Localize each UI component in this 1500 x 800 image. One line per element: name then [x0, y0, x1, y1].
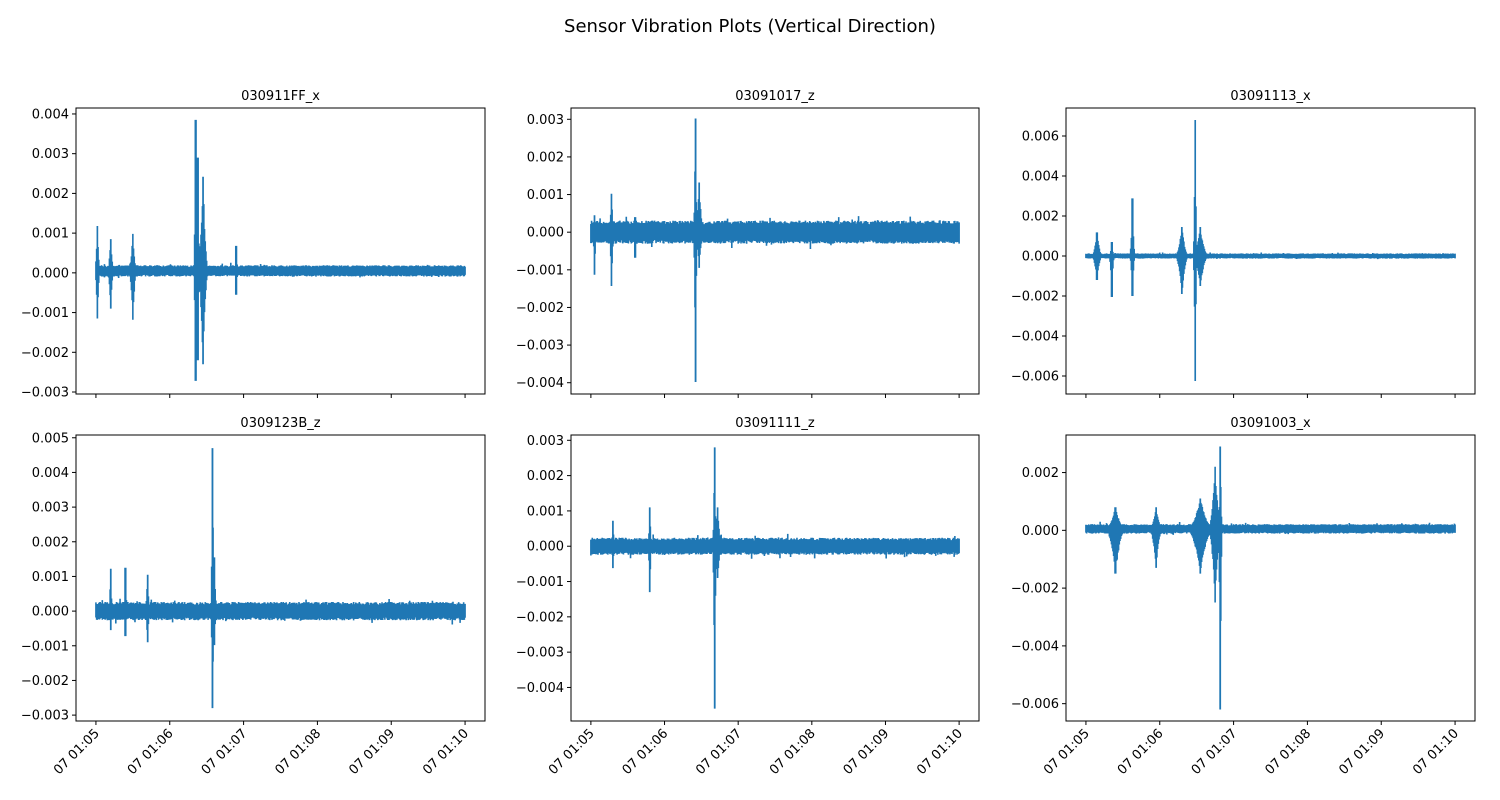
y-tick-label: −0.003 — [21, 709, 69, 724]
x-tick-label: 07 01:09 — [346, 726, 398, 778]
y-tick-label: −0.004 — [1011, 639, 1059, 654]
x-tick-label: 07 01:08 — [1263, 726, 1315, 778]
y-tick-label: 0.001 — [527, 504, 564, 519]
y-tick-label: 0.003 — [32, 147, 69, 162]
y-tick-label: −0.001 — [516, 263, 564, 278]
y-tick-label: 0.001 — [32, 227, 69, 242]
x-tick-label: 07 01:06 — [1115, 726, 1167, 778]
x-tick-label: 07 01:09 — [841, 726, 893, 778]
y-tick-label: 0.001 — [32, 570, 69, 585]
x-tick-label: 07 01:05 — [1041, 726, 1093, 778]
signal-series-line — [1085, 446, 1456, 710]
signal-series-line — [95, 448, 466, 709]
y-tick-label: 0.003 — [527, 434, 564, 449]
y-tick-label: 0.002 — [32, 187, 69, 202]
y-tick-label: 0.003 — [32, 501, 69, 516]
y-tick-label: −0.002 — [1011, 582, 1059, 597]
y-tick-label: 0.000 — [527, 540, 564, 555]
y-tick-label: 0.000 — [527, 226, 564, 241]
y-tick-label: −0.006 — [1011, 370, 1059, 385]
x-tick-label: 07 01:08 — [767, 726, 819, 778]
y-tick-label: −0.006 — [1011, 697, 1059, 712]
axes-frame — [1065, 434, 1476, 722]
axes-frame — [1065, 107, 1476, 395]
y-tick-label: 0.004 — [32, 466, 69, 481]
x-tick-label: 07 01:05 — [51, 726, 103, 778]
y-tick-label: −0.004 — [1011, 330, 1059, 345]
subplot-4: 0309123B_z −0.003 −0.002 −0.001 0.000 0.001 0.… — [21, 416, 486, 778]
y-tick-label: −0.004 — [516, 376, 564, 391]
y-tick-label: 0.006 — [1022, 130, 1059, 145]
x-tick-label: 07 01:08 — [273, 726, 325, 778]
y-tick-label: −0.001 — [516, 575, 564, 590]
y-tick-label: 0.000 — [1022, 250, 1059, 265]
y-tick-label: −0.003 — [516, 339, 564, 354]
y-tick-label: −0.002 — [516, 610, 564, 625]
x-tick-label: 07 01:07 — [693, 726, 745, 778]
y-tick-label: −0.001 — [21, 639, 69, 654]
y-tick-label: 0.005 — [32, 431, 69, 446]
subplot-title: 0309123B_z — [240, 416, 320, 431]
subplot-title: 03091003_x — [1230, 416, 1311, 431]
signal-series-line — [590, 447, 960, 709]
y-tick-label: −0.003 — [516, 646, 564, 661]
subplot-5: 03091111_z −0.004 −0.003 −0.002 −0.001 0.000 0… — [516, 416, 980, 778]
y-tick-label: 0.004 — [32, 107, 69, 122]
y-tick-label: 0.002 — [32, 535, 69, 550]
x-tick-label: 07 01:07 — [1189, 726, 1241, 778]
y-tick-label: −0.004 — [516, 681, 564, 696]
y-tick-label: 0.002 — [1022, 466, 1059, 481]
x-tick-label: 07 01:09 — [1336, 726, 1388, 778]
signal-series-line — [95, 119, 466, 381]
y-tick-label: 0.001 — [527, 188, 564, 203]
y-tick-label: 0.000 — [32, 266, 69, 281]
x-tick-label: 07 01:07 — [199, 726, 251, 778]
y-tick-label: 0.000 — [1022, 524, 1059, 539]
x-tick-label: 07 01:05 — [546, 726, 598, 778]
subplot-title: 03091113_x — [1230, 89, 1311, 104]
signal-series-line — [590, 118, 960, 382]
y-tick-label: 0.002 — [527, 469, 564, 484]
subplot-grid: 030911FF_x −0.003 −0.002 −0.001 0.000 0.001 0.… — [21, 89, 1476, 778]
x-tick-label: 07 01:06 — [620, 726, 672, 778]
axes-frame — [570, 434, 980, 722]
axes-frame — [75, 434, 486, 722]
y-tick-label: −0.002 — [21, 346, 69, 361]
y-tick-label: 0.002 — [1022, 210, 1059, 225]
axes-frame — [75, 107, 486, 395]
subplot-title: 03091017_z — [735, 89, 815, 104]
x-tick-label: 07 01:06 — [125, 726, 177, 778]
axes-frame — [570, 107, 980, 395]
y-tick-label: −0.002 — [516, 301, 564, 316]
y-tick-label: −0.002 — [1011, 290, 1059, 305]
subplot-title: 030911FF_x — [241, 89, 320, 104]
subplot-1: 030911FF_x −0.003 −0.002 −0.001 0.000 0.001 0.… — [21, 89, 486, 401]
y-tick-label: 0.000 — [32, 605, 69, 620]
y-tick-label: 0.003 — [527, 113, 564, 128]
x-tick-label: 07 01:10 — [914, 726, 966, 778]
y-tick-label: −0.001 — [21, 306, 69, 321]
signal-series-line — [1085, 120, 1456, 381]
x-tick-label: 07 01:10 — [420, 726, 472, 778]
x-tick-label: 07 01:10 — [1410, 726, 1462, 778]
subplot-2: 03091017_z −0.004 −0.003 −0.002 −0.001 0.000 0… — [516, 89, 980, 398]
subplot-3: 03091113_x −0.006 −0.004 −0.002 0.000 0.002 0.… — [1011, 89, 1476, 398]
subplot-title: 03091111_z — [735, 416, 815, 431]
figure-title: Sensor Vibration Plots (Vertical Directi… — [564, 16, 936, 37]
y-tick-label: 0.002 — [527, 150, 564, 165]
y-tick-label: 0.004 — [1022, 170, 1059, 185]
subplot-6: 03091003_x −0.006 −0.004 −0.002 0.000 0.002 07… — [1011, 416, 1476, 778]
y-tick-label: −0.002 — [21, 674, 69, 689]
y-tick-label: −0.003 — [21, 386, 69, 401]
